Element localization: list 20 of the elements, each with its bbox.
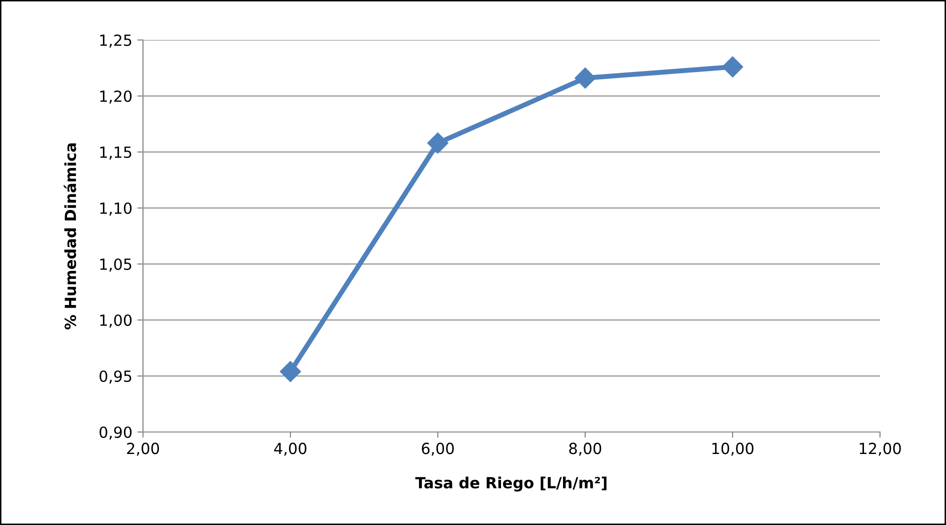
point [722,56,744,78]
y-tick-label: 1,25 [100,34,132,48]
x-tick-label: 4,00 [274,442,306,456]
y-axis-title: % Humedad Dinámica [64,143,76,330]
y-tick-label: 0,95 [100,370,132,384]
x-tick-label: 10,00 [712,442,754,456]
x-tick-label: 2,00 [127,442,159,456]
y-tick-label: 1,00 [100,314,132,328]
x-tick-label: 8,00 [569,442,602,456]
x-tick-label: 12,00 [860,442,901,456]
y-tick-label: 0,90 [100,426,132,440]
y-tick-label: 1,10 [100,202,132,216]
y-tick-label: 1,20 [100,90,132,104]
point [574,68,596,89]
y-tick-label: 1,05 [100,258,132,272]
point [427,132,448,154]
y-tick-label: 1,15 [100,146,132,160]
point [280,361,301,382]
x-tick-label: 6,00 [422,442,454,456]
x-axis-title: Tasa de Riego [L/h/m²] [415,476,606,492]
